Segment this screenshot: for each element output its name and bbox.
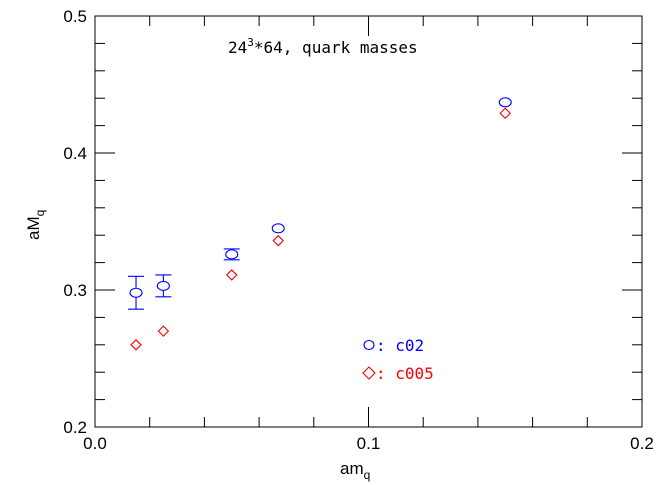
legend-diamond-marker (362, 366, 376, 380)
axis-tick-labels: 0.0 0.1 0.2 0.2 0.3 0.4 0.5 (63, 7, 653, 453)
circle-marker (156, 280, 170, 291)
diamond-marker (272, 234, 285, 247)
circle-marker (225, 249, 239, 260)
data-point (223, 248, 240, 261)
legend-item-c02: : c02 (363, 336, 424, 355)
y-tick-label: 0.3 (63, 281, 87, 300)
data-point (499, 107, 512, 120)
series-c02 (128, 97, 512, 310)
diamond-marker (499, 107, 512, 120)
y-tick-label: 0.5 (63, 7, 87, 26)
data-point (225, 269, 238, 281)
x-tick-label: 0.0 (83, 434, 107, 453)
legend: : c02 : c005 (362, 336, 434, 383)
y-tick-label: 0.4 (63, 144, 87, 163)
series-c005 (130, 107, 512, 351)
chart-annotation: 243*64, quark masses (228, 36, 418, 57)
legend-item-c005: : c005 (362, 364, 434, 383)
data-point (128, 275, 145, 310)
y-axis-label: aMq (24, 210, 47, 240)
circle-marker (129, 287, 143, 298)
data-series (128, 97, 512, 351)
data-point (157, 325, 170, 337)
data-point (155, 274, 172, 298)
x-tick-label: 0.2 (630, 434, 654, 453)
y-tick-label: 0.2 (63, 418, 87, 437)
legend-circle-marker (363, 339, 375, 351)
axis-ticks (94, 15, 643, 428)
diamond-marker (157, 325, 170, 337)
plot-frame (94, 15, 643, 428)
circle-marker (498, 97, 512, 108)
x-tick-label: 0.1 (357, 434, 381, 453)
legend-label-c005: : c005 (376, 364, 434, 383)
diamond-marker (225, 269, 238, 281)
data-point (271, 223, 285, 234)
legend-label-c02: : c02 (376, 336, 424, 355)
data-point (272, 234, 285, 247)
diamond-marker (130, 339, 142, 351)
circle-marker (271, 223, 285, 234)
data-point (498, 97, 512, 108)
data-point (130, 339, 142, 351)
x-axis-label: amq (340, 459, 370, 482)
